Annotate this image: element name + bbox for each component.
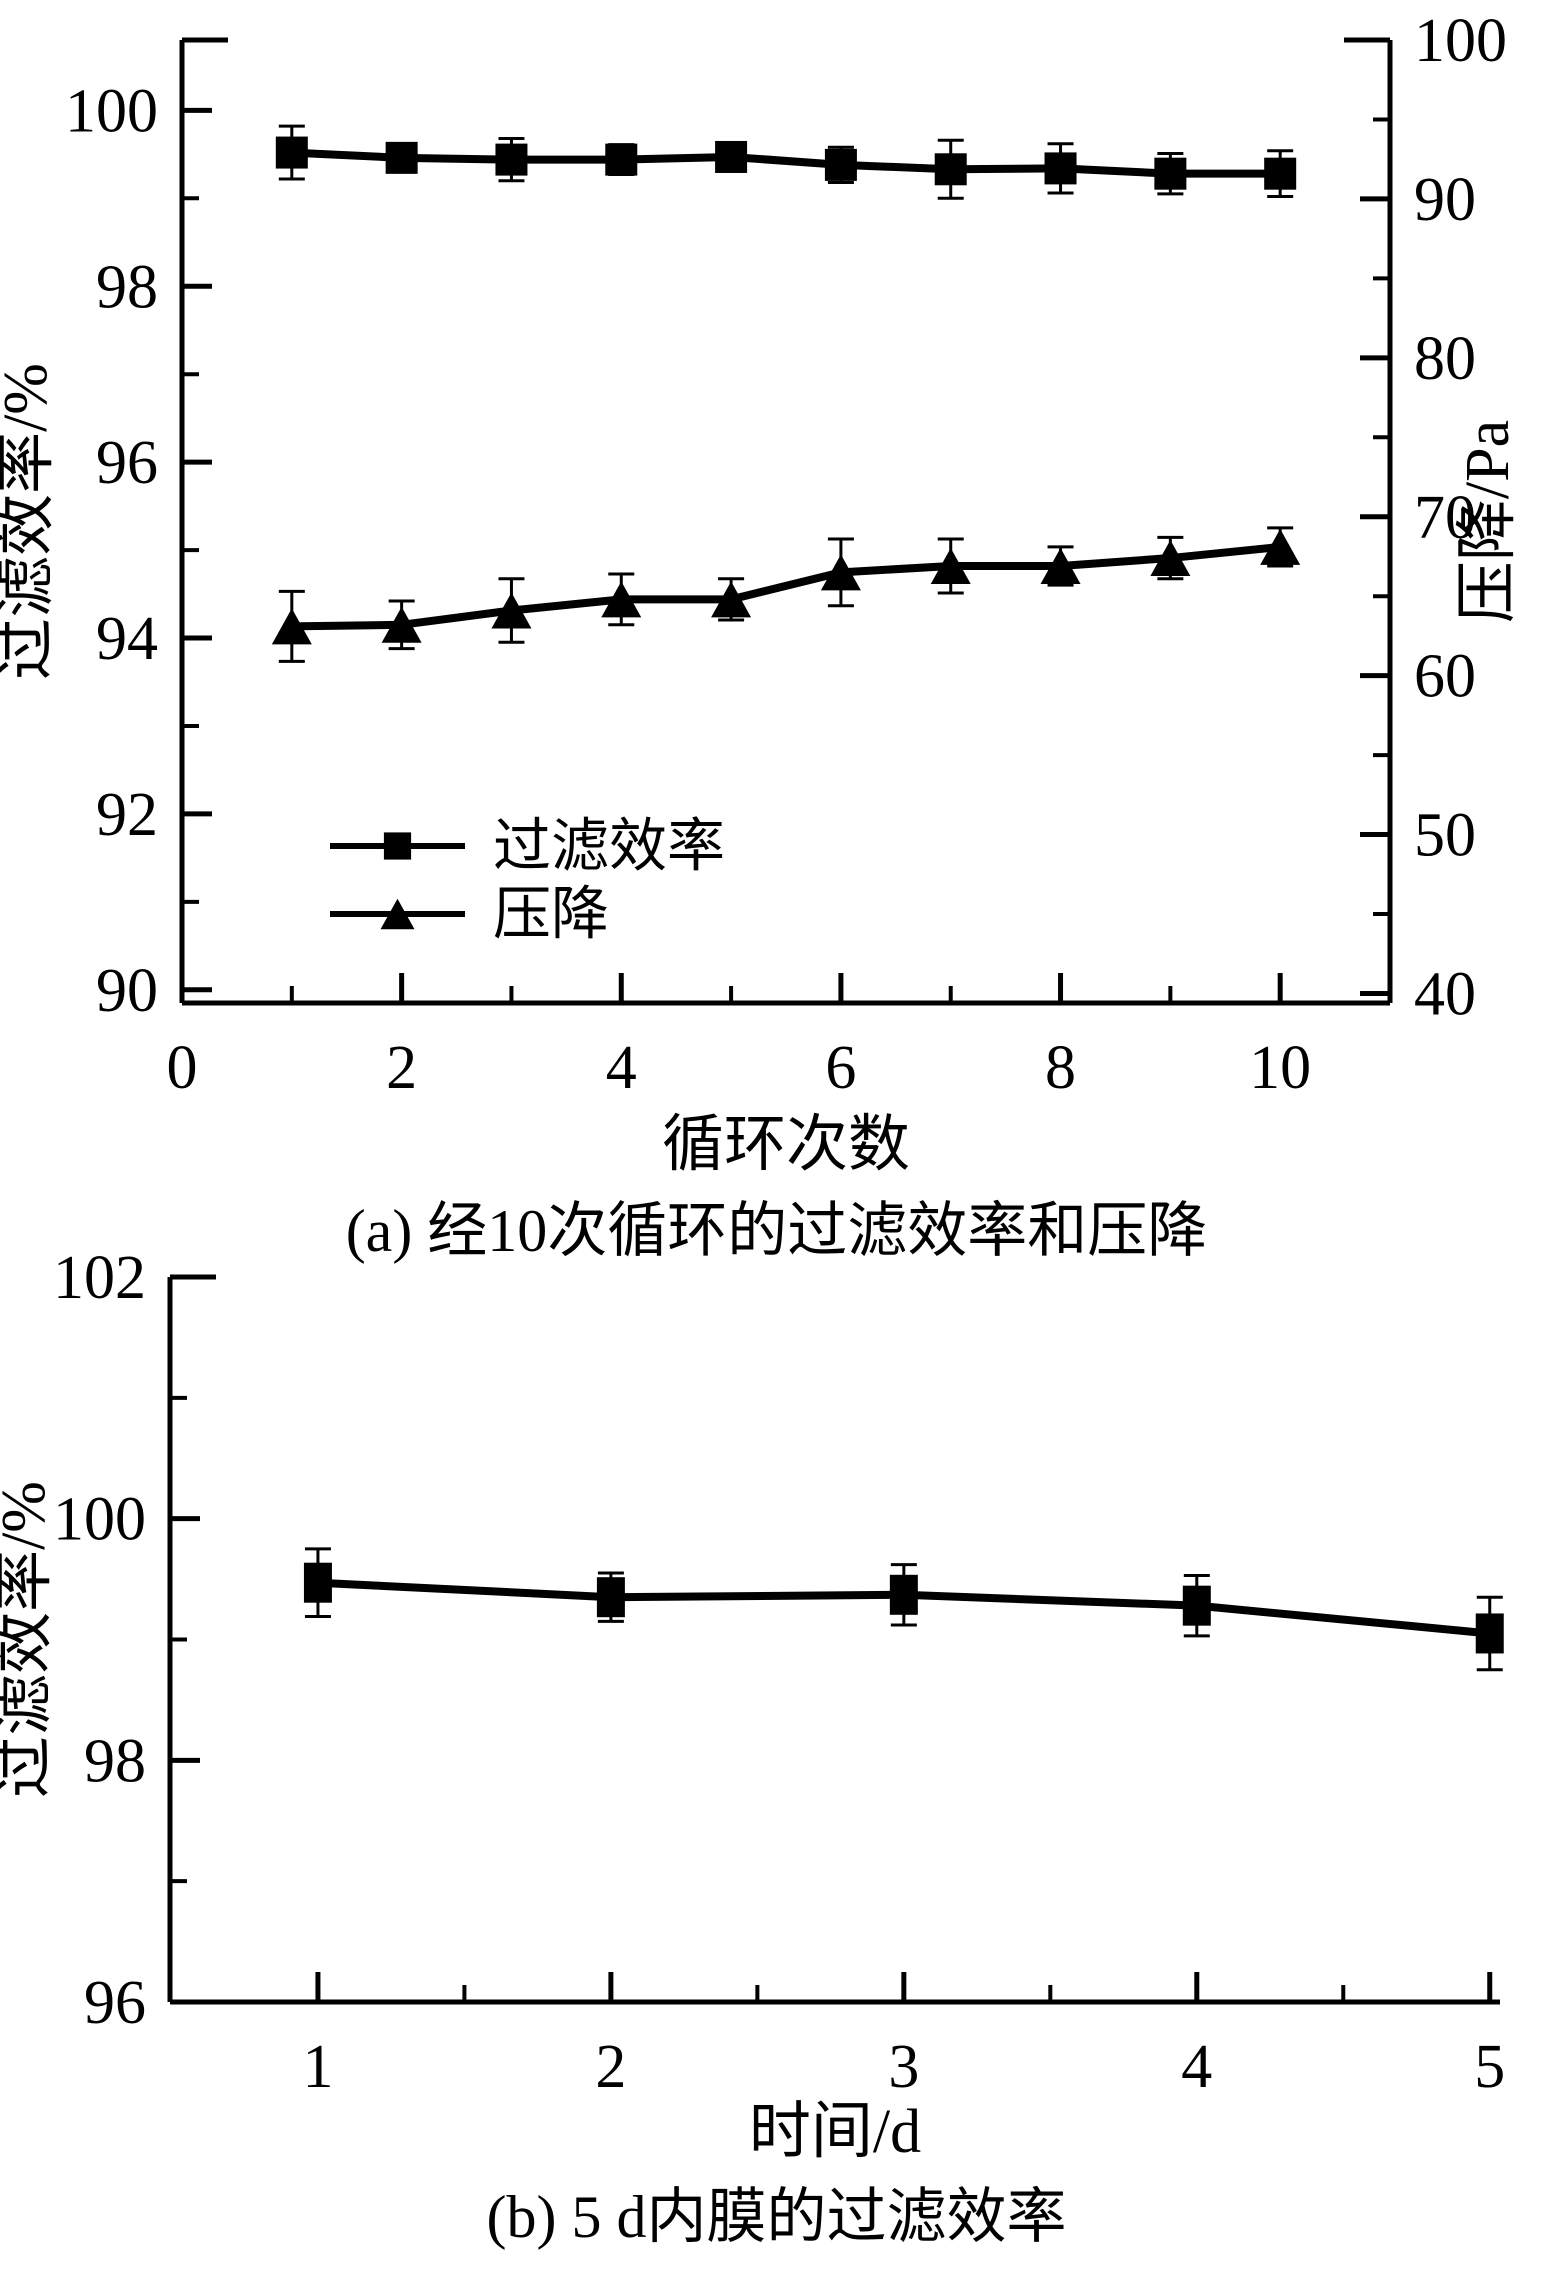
x-axis-ticks: 1 2 3 4 5 — [302, 1972, 1505, 2101]
svg-text:102: 102 — [53, 1244, 146, 1312]
svg-text:10: 10 — [1249, 1034, 1311, 1102]
svg-text:4: 4 — [606, 1034, 637, 1102]
y-axis-left-ticks: 90 92 94 96 98 100 — [65, 77, 212, 1025]
x-axis-label: 循环次数 — [662, 1111, 910, 1179]
svg-text:2: 2 — [386, 1034, 417, 1102]
y-axis-left-label: 过滤效率/% — [0, 1481, 58, 1798]
y-axis-right-ticks: 40 50 60 70 80 90 100 — [1360, 7, 1507, 1029]
svg-text:96: 96 — [84, 1969, 146, 2037]
svg-text:5: 5 — [1474, 2033, 1505, 2101]
y-axis-left-ticks: 96 98 100 102 — [53, 1244, 200, 2037]
chart-a-caption: (a) 经10次循环的过滤效率和压降 — [345, 1198, 1208, 1264]
axes — [167, 1274, 1500, 2005]
chart-b-canvas: 1 2 3 4 5 96 98 100 102 时间/d 过滤效率/% — [0, 1244, 1505, 2165]
svg-text:80: 80 — [1414, 325, 1476, 393]
svg-text:94: 94 — [96, 605, 158, 673]
y-axis-right-label: 压降/Pa — [1454, 420, 1522, 623]
series-pressure-drop — [271, 526, 1301, 663]
svg-text:40: 40 — [1414, 961, 1476, 1029]
svg-text:8: 8 — [1045, 1034, 1076, 1102]
svg-text:92: 92 — [96, 781, 158, 849]
svg-text:90: 90 — [1414, 166, 1476, 234]
svg-text:98: 98 — [84, 1727, 146, 1795]
axis-labels: 时间/d 过滤效率/% — [0, 1481, 921, 2165]
svg-text:90: 90 — [96, 957, 158, 1025]
series-filtration-efficiency — [275, 124, 1297, 200]
svg-text:100: 100 — [65, 77, 158, 145]
svg-text:50: 50 — [1414, 802, 1476, 870]
chart-a-canvas: 0 2 4 6 8 10 90 92 94 96 98 100 40 50 60 70 80 90 100 循环次数 过… — [0, 7, 1522, 1179]
svg-text:96: 96 — [96, 429, 158, 497]
legend-label-filtration-efficiency: 过滤效率 — [493, 814, 725, 879]
svg-text:4: 4 — [1181, 2033, 1212, 2101]
series-filtration-efficiency — [303, 1547, 1504, 1672]
x-axis-label: 时间/d — [749, 2098, 921, 2165]
svg-text:98: 98 — [96, 253, 158, 321]
axis-labels: 循环次数 过滤效率/% 压降/Pa — [0, 363, 1522, 1179]
svg-text:6: 6 — [825, 1034, 856, 1102]
axes — [179, 37, 1393, 1006]
svg-text:3: 3 — [888, 2033, 919, 2101]
svg-text:0: 0 — [167, 1034, 198, 1102]
svg-text:70: 70 — [1414, 484, 1476, 552]
legend-label-pressure-drop: 压降 — [493, 882, 609, 947]
svg-text:100: 100 — [1414, 7, 1507, 75]
svg-text:60: 60 — [1414, 643, 1476, 711]
x-axis-ticks: 0 2 4 6 8 10 — [167, 973, 1311, 1102]
chart-b-caption: (b) 5 d内膜的过滤效率 — [486, 2184, 1067, 2250]
svg-text:1: 1 — [302, 2033, 333, 2101]
svg-text:100: 100 — [53, 1486, 146, 1554]
svg-text:2: 2 — [595, 2033, 626, 2101]
y-axis-left-label: 过滤效率/% — [0, 363, 60, 680]
